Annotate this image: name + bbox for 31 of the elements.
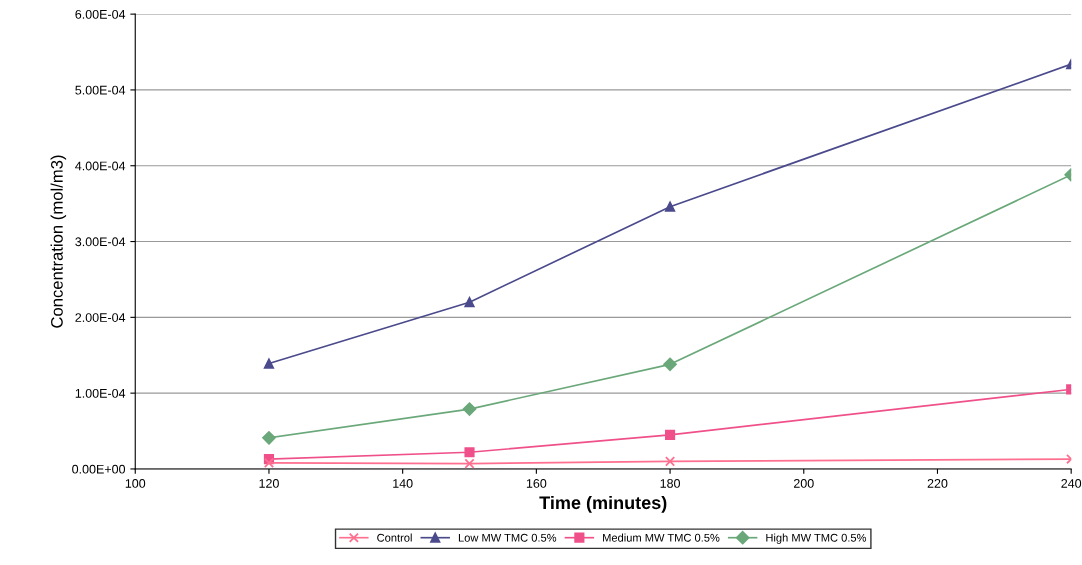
x-tick-label: 180 xyxy=(660,479,681,488)
x-tick-label: 120 xyxy=(259,479,279,488)
point xyxy=(464,297,475,308)
point xyxy=(464,447,475,458)
point xyxy=(663,357,677,372)
x-tick-label: 220 xyxy=(927,479,948,488)
point xyxy=(263,358,275,369)
point xyxy=(462,402,477,416)
legend-label: Low MW TMC 0.5% xyxy=(458,533,557,542)
legend-label: High MW TMC 0.5% xyxy=(766,533,867,544)
y-tick-label: 5.00E-04 xyxy=(75,85,126,95)
y-axis-title: Concentration (mol/m3) xyxy=(50,155,67,328)
x-tick-label: 160 xyxy=(526,479,547,488)
legend-label: Control xyxy=(377,533,412,542)
point xyxy=(262,431,276,445)
point xyxy=(664,201,676,212)
y-tick-label: 2.00E-04 xyxy=(75,313,126,322)
y-tick-label: 0.00E+00 xyxy=(72,464,126,474)
y-tick-label: 6.00E-04 xyxy=(75,9,126,19)
y-tick-label: 3.00E-04 xyxy=(75,237,126,247)
x-tick-label: 140 xyxy=(393,479,413,488)
x-tick-label: 200 xyxy=(793,479,814,488)
legend-label: Medium MW TMC 0.5% xyxy=(603,533,720,542)
x-tick-label: 100 xyxy=(125,479,146,488)
point xyxy=(664,429,676,440)
point xyxy=(664,456,676,467)
y-tick-label: 4.00E-04 xyxy=(75,161,126,171)
point xyxy=(464,458,475,469)
y-tick-label: 1.00E-04 xyxy=(75,388,126,398)
x-tick-label: 240 xyxy=(1061,479,1082,488)
x-axis-title: Time (minutes) xyxy=(539,495,667,513)
